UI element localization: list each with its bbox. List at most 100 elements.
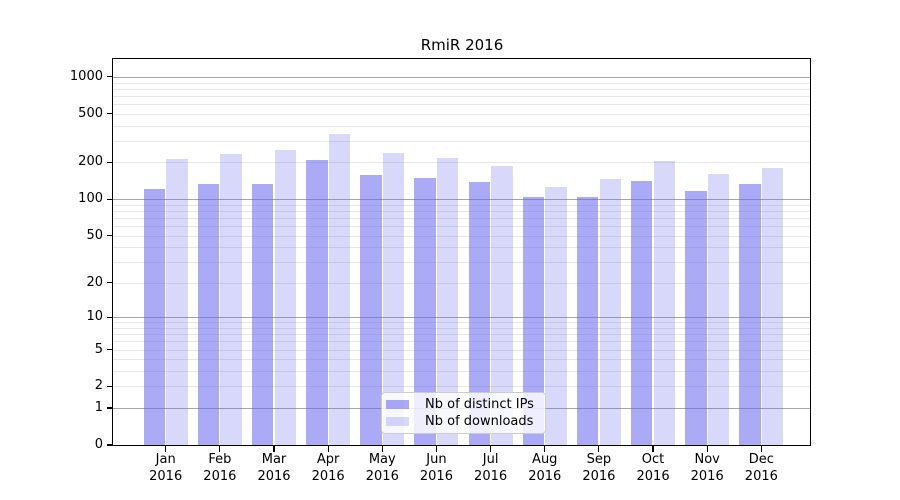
x-tick (706, 446, 708, 452)
x-tick-label: Dec 2016 (744, 452, 778, 484)
x-tick-label: Apr 2016 (311, 452, 345, 484)
legend-item-distinct-ips: Nb of distinct IPs (386, 396, 541, 413)
x-tick-label: Mar 2016 (257, 452, 291, 484)
x-tick (165, 446, 167, 452)
bar-downloads-sep (599, 178, 621, 445)
x-tick (219, 446, 221, 452)
legend-swatch-distinct-ips (386, 400, 409, 409)
gridline-minor (113, 327, 811, 329)
bar-ips-may (360, 174, 382, 445)
gridline-minor (113, 262, 811, 264)
y-tick-label: 500 (78, 105, 103, 121)
bar-ips-sep (576, 196, 599, 445)
y-tick-label: 1 (94, 400, 103, 416)
bar-downloads-feb (220, 154, 242, 445)
bar-ips-oct (631, 181, 653, 445)
legend: Nb of distinct IPs Nb of downloads (381, 392, 546, 434)
gridline-minor (113, 82, 811, 84)
bar-ips-feb (197, 184, 220, 445)
bar-ips-jul (468, 182, 490, 445)
bar-downloads-aug (545, 187, 567, 445)
bar-downloads-nov (707, 174, 730, 445)
gridline-minor (113, 113, 811, 115)
y-tick-label: 10 (86, 309, 103, 325)
x-tick-label: May 2016 (365, 452, 399, 484)
gridline-minor (113, 125, 811, 127)
bar-downloads-jan (166, 158, 188, 445)
x-tick (490, 446, 492, 452)
y-tick (106, 282, 113, 284)
gridline-minor (113, 322, 811, 324)
x-tick (760, 446, 762, 452)
x-tick (544, 446, 546, 452)
y-tick-label: 100 (78, 191, 103, 207)
gridline-minor (113, 341, 811, 343)
y-tick (106, 348, 113, 351)
bar-downloads-oct (653, 161, 676, 445)
gridline-minor (113, 104, 811, 106)
bar-downloads-may (382, 152, 405, 445)
bar-ips-apr (306, 159, 328, 445)
legend-swatch-downloads (386, 417, 409, 426)
gridline-minor (113, 282, 811, 284)
gridline-minor (113, 334, 811, 336)
y-tick (106, 161, 113, 164)
x-tick (273, 446, 275, 452)
y-tick-label: 2 (94, 378, 103, 394)
gridline-minor (113, 95, 811, 97)
x-tick-label: Jun 2016 (419, 452, 453, 484)
gridline-minor (113, 225, 811, 227)
gridline-minor (113, 386, 811, 388)
gridline-minor (113, 247, 811, 249)
x-tick-label: Feb 2016 (203, 452, 237, 484)
bar-ips-jun (414, 178, 436, 445)
gridline-major (113, 76, 811, 78)
y-tick (106, 385, 113, 388)
gridline-minor (113, 371, 811, 373)
x-tick-label: Jul 2016 (474, 452, 508, 484)
y-tick-label: 50 (86, 227, 103, 243)
y-tick-label: 20 (86, 274, 103, 290)
y-tick (106, 316, 113, 318)
bar-downloads-jul (491, 165, 513, 445)
x-tick-label: Aug 2016 (528, 452, 562, 484)
bar-downloads-mar (274, 149, 296, 445)
bar-ips-dec (739, 184, 761, 445)
gridline-minor (113, 162, 811, 164)
legend-label-downloads: Nb of downloads (425, 413, 534, 429)
bar-ips-mar (252, 184, 274, 445)
gridline-minor (113, 217, 811, 219)
bar-downloads-apr (328, 133, 351, 445)
x-tick-label: Jan 2016 (149, 452, 183, 484)
bar-downloads-jun (437, 157, 459, 445)
y-tick-label: 0 (94, 437, 103, 452)
gridline-minor (113, 235, 811, 237)
gridline-minor (113, 349, 811, 351)
bar-ips-nov (685, 190, 707, 445)
x-tick (381, 446, 383, 452)
y-tick (106, 198, 113, 200)
gridline-minor (113, 359, 811, 361)
x-tick-label: Sep 2016 (582, 452, 616, 484)
x-tick (598, 446, 600, 452)
x-tick (435, 446, 438, 452)
y-tick (106, 113, 113, 115)
gridline-minor (113, 204, 811, 206)
legend-item-downloads: Nb of downloads (386, 413, 541, 430)
y-tick (106, 234, 113, 237)
legend-label-distinct-ips: Nb of distinct IPs (425, 396, 534, 412)
bar-ips-jan (143, 188, 166, 445)
x-tick-label: Oct 2016 (636, 452, 670, 484)
y-tick-label: 5 (94, 341, 103, 357)
gridline-major (113, 199, 811, 201)
x-tick (652, 446, 654, 452)
bar-ips-aug (522, 196, 545, 445)
y-tick (106, 407, 113, 409)
x-tick-label: Nov 2016 (690, 452, 724, 484)
gridline-minor (113, 210, 811, 212)
gridline-minor (113, 88, 811, 90)
chart-title: RmiR 2016 (420, 36, 504, 54)
y-tick (106, 76, 113, 78)
y-tick (106, 444, 113, 446)
